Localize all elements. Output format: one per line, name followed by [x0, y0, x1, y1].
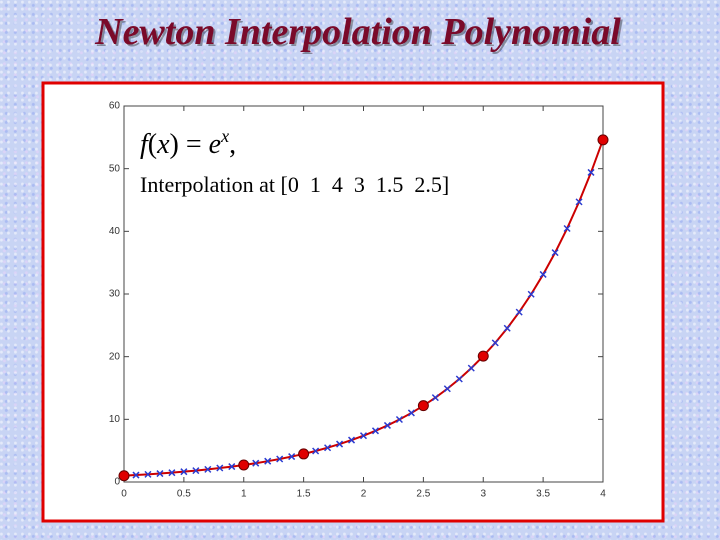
x-tick-label: 3.5	[536, 489, 550, 500]
x-tick-label: 4	[600, 489, 606, 500]
x-marker	[359, 432, 368, 440]
x-marker	[431, 394, 439, 402]
x-marker	[527, 290, 535, 298]
x-tick-label: 1.5	[297, 489, 311, 500]
y-tick-label: 20	[109, 351, 121, 362]
x-marker	[551, 249, 559, 257]
title-shadow: Newton Interpolation Polynomial	[96, 13, 623, 55]
x-tick-label: 0.5	[177, 489, 191, 500]
y-tick-label: 10	[109, 414, 121, 425]
x-marker	[503, 324, 511, 332]
formula-part: ) =	[170, 129, 209, 160]
x-marker	[407, 409, 415, 417]
x-marker	[228, 463, 236, 471]
x-tick-label: 2	[361, 489, 367, 500]
x-marker	[180, 468, 188, 476]
x-marker	[383, 421, 391, 429]
annotation: Interpolation at [0 1 4 3 1.5 2.5]	[140, 172, 449, 197]
formula-part: e	[209, 129, 221, 160]
x-marker	[491, 339, 499, 347]
formula: f(x) = ex,	[140, 126, 236, 160]
x-marker	[132, 471, 140, 479]
x-marker	[264, 457, 272, 465]
x-tick-label: 1	[241, 489, 247, 500]
formula-part: ,	[229, 129, 236, 160]
formula-part: x	[156, 129, 170, 160]
x-marker	[467, 364, 475, 372]
chart-frame	[41, 81, 665, 523]
x-marker	[156, 470, 164, 478]
node-marker	[597, 134, 609, 146]
node-marker	[417, 400, 429, 412]
x-marker	[192, 467, 200, 475]
x-marker	[288, 453, 296, 461]
x-marker	[455, 375, 463, 383]
x-marker	[515, 308, 523, 316]
x-tick-label: 3	[480, 489, 486, 500]
node-marker	[298, 448, 310, 460]
x-marker	[371, 427, 380, 435]
x-marker	[443, 385, 451, 393]
x-marker	[216, 464, 224, 472]
x-marker	[395, 415, 403, 424]
x-marker	[252, 459, 260, 467]
node-marker	[238, 459, 250, 471]
x-marker	[324, 444, 332, 452]
x-tick-label: 2.5	[416, 489, 430, 500]
x-marker	[204, 465, 212, 473]
x-marker	[347, 436, 356, 444]
x-marker	[336, 440, 344, 448]
y-tick-label: 0	[114, 477, 120, 488]
x-marker	[575, 198, 583, 206]
x-marker	[539, 270, 547, 278]
x-marker	[168, 469, 176, 477]
y-tick-label: 60	[109, 101, 121, 112]
formula-part: (	[148, 129, 157, 160]
formula-part: f	[140, 129, 151, 160]
x-marker	[587, 168, 595, 176]
node-marker	[118, 470, 130, 482]
x-marker	[276, 455, 284, 463]
x-tick-label: 0	[121, 489, 127, 500]
x-marker	[144, 470, 152, 478]
x-marker	[312, 447, 320, 455]
y-tick-label: 30	[109, 289, 121, 300]
y-tick-label: 40	[109, 226, 121, 237]
node-marker	[477, 350, 489, 362]
chart-title: Newton Interpolation Polynomial	[94, 11, 621, 53]
formula-part: x	[220, 126, 229, 146]
x-marker	[563, 224, 571, 233]
y-tick-label: 50	[109, 163, 121, 174]
